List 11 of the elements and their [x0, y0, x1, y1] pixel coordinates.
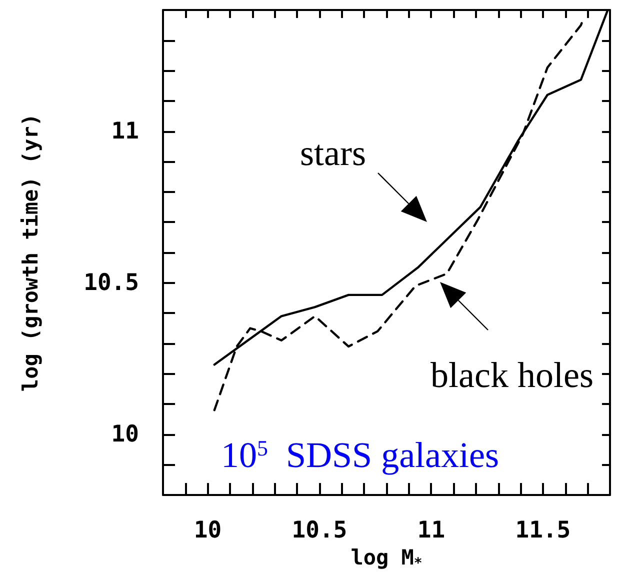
y-tick-label: 10.5	[84, 270, 139, 296]
y-axis-title: log (growth time) (yr)	[18, 113, 42, 392]
y-tick-label: 11	[111, 118, 139, 144]
x-axis-title: log M*	[350, 545, 422, 572]
annotation: stars	[300, 133, 366, 173]
y-tick-label: 10	[111, 421, 139, 448]
x-tick-label: 11	[417, 518, 446, 544]
annotation: black holes	[430, 355, 594, 395]
x-tick-label: 11.5	[515, 518, 571, 544]
x-tick-label: 10	[194, 518, 222, 544]
x-tick-label: 10.5	[292, 518, 348, 544]
